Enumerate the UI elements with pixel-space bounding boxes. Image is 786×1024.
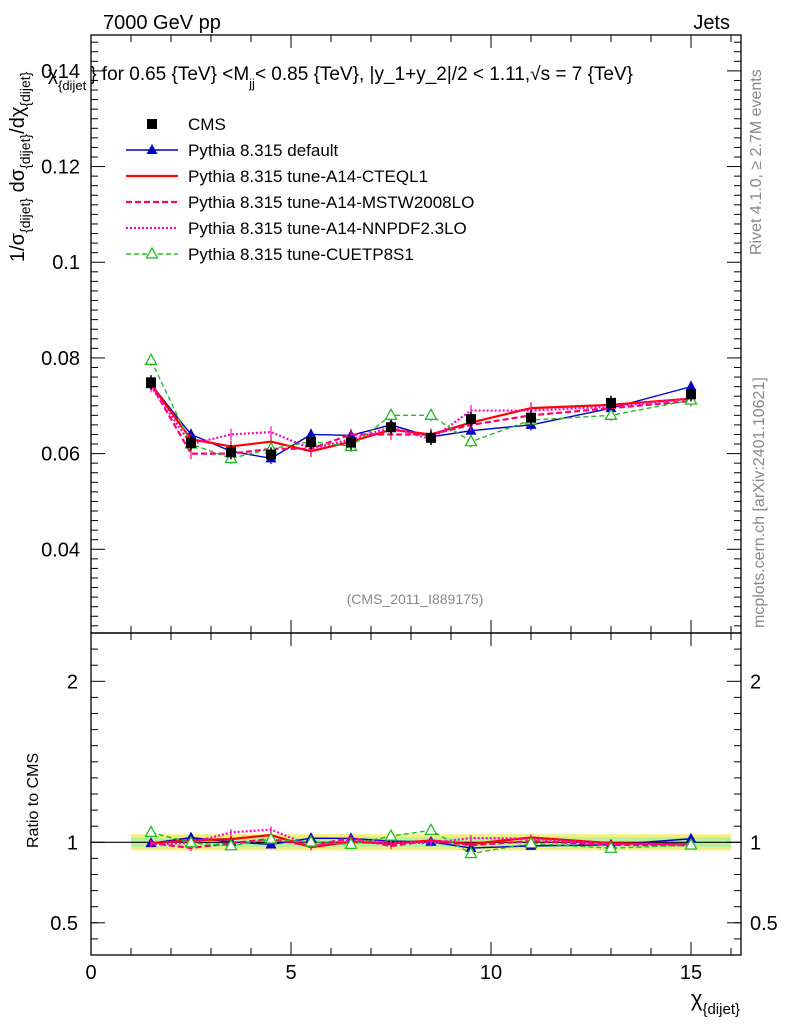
y-tick-label: 0.08	[41, 348, 80, 370]
series-point-4	[604, 407, 618, 420]
ratio-point-4	[384, 828, 398, 841]
ratio-point-4	[304, 834, 318, 847]
series-line-2	[150, 383, 692, 455]
series-line-4	[150, 360, 692, 460]
ratio-frame	[90, 632, 742, 956]
ratio-tick-label-left: 1	[67, 832, 78, 854]
ratio-point-4	[604, 840, 618, 853]
y-tick-label: 0.06	[41, 444, 80, 466]
data-point	[606, 397, 616, 408]
legend-label-cms: CMS	[188, 115, 226, 134]
ratio-point-4	[264, 831, 278, 844]
series-point-4	[144, 352, 158, 365]
ratio-point-4	[424, 822, 438, 835]
ratio-tick-label-right: 1	[750, 832, 761, 854]
series-point-0	[305, 428, 317, 439]
legend-label-3: Pythia 8.315 tune-A14-NNPDF2.3LO	[188, 219, 467, 238]
data-point	[466, 414, 476, 425]
analysis-watermark: (CMS_2011_I889175)	[347, 591, 484, 607]
ratio-series-line-2	[150, 836, 692, 850]
legend-label-4: Pythia 8.315 tune-CUETP8S1	[188, 245, 414, 264]
legend-label-2: Pythia 8.315 tune-A14-MSTW2008LO	[188, 193, 474, 212]
data-point	[686, 389, 696, 400]
series-line-1	[150, 383, 692, 453]
x-axis-label: χ{dijet}	[691, 986, 740, 1018]
data-point	[186, 438, 196, 449]
y-tick-label: 0.12	[41, 157, 80, 179]
ratio-series-line-4	[150, 829, 692, 855]
y-tick-label: 0.14	[41, 61, 80, 83]
ratio-series-line-3	[150, 828, 692, 848]
y-axis-label: 1/σ{dijet} dσ{dijet}/dχ{dijet}	[7, 71, 33, 262]
ratio-tick-label-right: 0.5	[750, 913, 778, 935]
ratio-point-4	[464, 846, 478, 859]
data-point	[306, 437, 316, 448]
ratio-point-4	[524, 836, 538, 849]
rivet-label: Rivet 4.1.0, ≥ 2.7M events	[748, 69, 765, 255]
data-point	[146, 377, 156, 388]
ratio-y-axis-label: Ratio to CMS	[25, 753, 42, 848]
legend-label-1: Pythia 8.315 tune-A14-CTEQL1	[188, 167, 428, 186]
x-tick-label: 5	[285, 962, 296, 984]
data-point	[526, 412, 536, 423]
chart-title: χ{dijet} for 0.65 {TeV} <Mjj< 0.85 {TeV}…	[48, 64, 633, 93]
ratio-point-4	[184, 835, 198, 848]
ratio-point-4	[144, 825, 158, 838]
legend-label-0: Pythia 8.315 default	[188, 141, 339, 160]
ratio-tick-label-right: 2	[750, 671, 761, 693]
ratio-series-line-0	[150, 836, 692, 849]
ratio-point-4	[344, 837, 358, 850]
ratio-tick-label-left: 2	[67, 671, 78, 693]
header-right: Jets	[693, 12, 730, 34]
data-point	[226, 447, 236, 458]
legend-marker-0	[146, 144, 158, 154]
data-point	[426, 432, 436, 443]
y-tick-label: 0.04	[41, 539, 80, 561]
ratio-tick-label-left: 0.5	[50, 913, 78, 935]
ratio-point-4	[224, 838, 238, 851]
ratio-point-4	[684, 837, 698, 850]
data-point	[386, 422, 396, 433]
ratio-series-line-1	[150, 833, 692, 849]
mcplots-label: mcplots.cern.ch [arXiv:2401.10621]	[751, 377, 768, 628]
x-tick-label: 15	[680, 962, 702, 984]
series-line-3	[150, 385, 692, 450]
legend-marker-4	[145, 246, 159, 259]
y-tick-label: 0.1	[52, 252, 80, 274]
series-point-4	[424, 407, 438, 420]
x-tick-label: 10	[480, 962, 502, 984]
data-point	[266, 449, 276, 460]
series-point-4	[384, 407, 398, 420]
x-tick-label: 0	[85, 962, 96, 984]
series-point-4	[464, 434, 478, 447]
series-point-0	[685, 380, 697, 391]
legend-marker-cms	[147, 119, 157, 129]
data-point	[346, 437, 356, 448]
header-left: 7000 GeV pp	[103, 12, 221, 34]
